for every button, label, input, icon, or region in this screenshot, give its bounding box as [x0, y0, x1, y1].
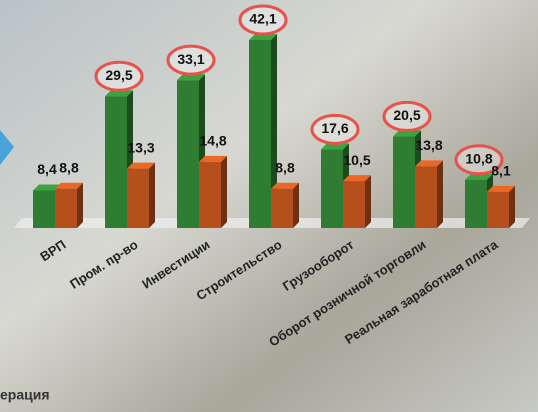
bar-top: [177, 74, 205, 81]
data-label: 8,1: [491, 163, 511, 179]
bar: [487, 191, 509, 228]
data-label: 29,5: [105, 67, 132, 83]
footer-text: ерация: [0, 387, 50, 403]
data-label: 20,5: [393, 107, 420, 123]
bar: [271, 188, 293, 228]
bar-top: [343, 175, 371, 182]
bar-side: [437, 160, 443, 228]
bar: [415, 166, 437, 228]
highlight-ring: [382, 100, 432, 132]
bar-top: [33, 184, 61, 191]
bar-side: [221, 155, 227, 228]
highlight-ring: [310, 113, 360, 145]
highlight-ring: [166, 44, 216, 76]
data-label: 33,1: [177, 51, 204, 67]
bar-top: [415, 160, 443, 167]
data-label: 42,1: [249, 11, 276, 27]
bar-side: [77, 182, 83, 228]
bar: [343, 181, 365, 228]
bar-side: [365, 175, 371, 228]
bar: [33, 190, 55, 228]
bar: [465, 179, 487, 228]
bar: [199, 161, 221, 228]
data-label: 10,5: [343, 152, 370, 168]
bar-top: [487, 185, 515, 192]
arrow-decoration: [0, 130, 14, 165]
bar: [321, 149, 343, 228]
data-label: 8,8: [275, 159, 295, 175]
bar-top: [271, 182, 299, 189]
bar: [55, 188, 77, 228]
bar-side: [509, 185, 515, 228]
data-label: 10,8: [465, 150, 492, 166]
bar-top: [127, 162, 155, 169]
bar: [105, 96, 127, 228]
bar-top: [465, 173, 493, 180]
bar: [127, 168, 149, 228]
highlight-ring: [238, 4, 288, 36]
highlight-ring: [94, 60, 144, 92]
data-label: 8,8: [59, 159, 79, 175]
bar: [249, 39, 271, 228]
bar-side: [293, 182, 299, 228]
data-label: 13,3: [127, 139, 154, 155]
bar-top: [249, 33, 277, 40]
bar-side: [271, 33, 277, 228]
bar-top: [393, 130, 421, 137]
data-label: 13,8: [415, 137, 442, 153]
bar-top: [55, 182, 83, 189]
bar-top: [199, 155, 227, 162]
bar: [177, 80, 199, 228]
data-label: 8,4: [37, 161, 57, 177]
data-label: 17,6: [321, 120, 348, 136]
highlight-ring: [454, 144, 504, 176]
bar-top: [321, 143, 349, 150]
bar-side: [149, 162, 155, 228]
bar-top: [105, 90, 133, 97]
data-label: 14,8: [199, 133, 226, 149]
bar: [393, 136, 415, 228]
